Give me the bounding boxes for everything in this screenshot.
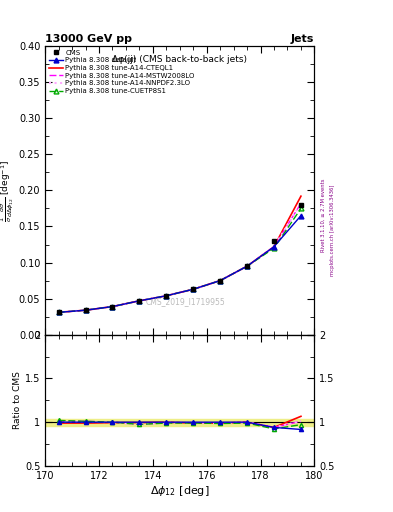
Text: Δφ(jj) (CMS back-to-back jets): Δφ(jj) (CMS back-to-back jets) bbox=[112, 55, 247, 63]
Legend: CMS, Pythia 8.308 default, Pythia 8.308 tune-A14-CTEQL1, Pythia 8.308 tune-A14-M: CMS, Pythia 8.308 default, Pythia 8.308 … bbox=[47, 48, 196, 96]
Text: Jets: Jets bbox=[291, 33, 314, 44]
Text: 13000 GeV pp: 13000 GeV pp bbox=[45, 33, 132, 44]
Y-axis label: Ratio to CMS: Ratio to CMS bbox=[13, 371, 22, 429]
Text: CMS_2019_I1719955: CMS_2019_I1719955 bbox=[145, 297, 225, 306]
Bar bbox=[45, 419, 314, 425]
X-axis label: $\Delta\phi_{12}$ [deg]: $\Delta\phi_{12}$ [deg] bbox=[150, 483, 209, 498]
Y-axis label: $\frac{1}{\sigma}\frac{d\sigma}{d\Delta\phi_{12}}$ [deg$^{-1}$]: $\frac{1}{\sigma}\frac{d\sigma}{d\Delta\… bbox=[0, 159, 16, 222]
Text: mcplots.cern.ch [arXiv:1306.3436]: mcplots.cern.ch [arXiv:1306.3436] bbox=[330, 185, 335, 276]
Text: Rivet 3.1.10, ≥ 2.7M events: Rivet 3.1.10, ≥ 2.7M events bbox=[320, 178, 325, 252]
